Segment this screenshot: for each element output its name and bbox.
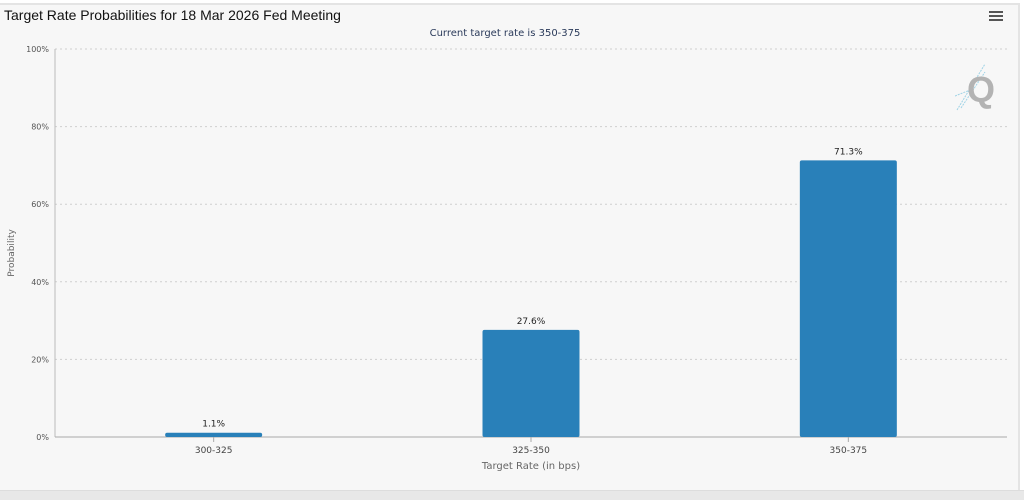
data-label: 71.3% [834, 147, 863, 157]
y-tick-label: 20% [31, 355, 49, 364]
quikstrike-logo-icon: Q [955, 63, 995, 111]
y-tick-label: 80% [31, 123, 49, 132]
y-tick-label: 100% [26, 45, 49, 54]
hamburger-menu-icon[interactable] [989, 11, 1003, 22]
logo-letter: Q [967, 69, 995, 110]
x-tick-label: 350-375 [830, 446, 868, 456]
x-tick-label: 300-325 [195, 446, 233, 456]
chart-title: Target Rate Probabilities for 18 Mar 202… [4, 7, 341, 23]
x-tick-label: 325-350 [512, 446, 550, 456]
bar [482, 329, 580, 437]
y-tick-label: 40% [31, 278, 49, 287]
scroll-bar[interactable] [0, 490, 1024, 500]
y-axis-title: Probability [7, 229, 17, 277]
y-tick-label: 0% [36, 433, 49, 442]
chart-subtitle: Current target rate is 350-375 [429, 28, 581, 39]
x-axis-title: Target Rate (in bps) [481, 461, 580, 472]
data-label: 27.6% [517, 317, 546, 327]
bar [799, 160, 897, 437]
bar [165, 432, 263, 437]
data-label: 1.1% [202, 420, 225, 430]
y-tick-label: 60% [31, 200, 49, 209]
